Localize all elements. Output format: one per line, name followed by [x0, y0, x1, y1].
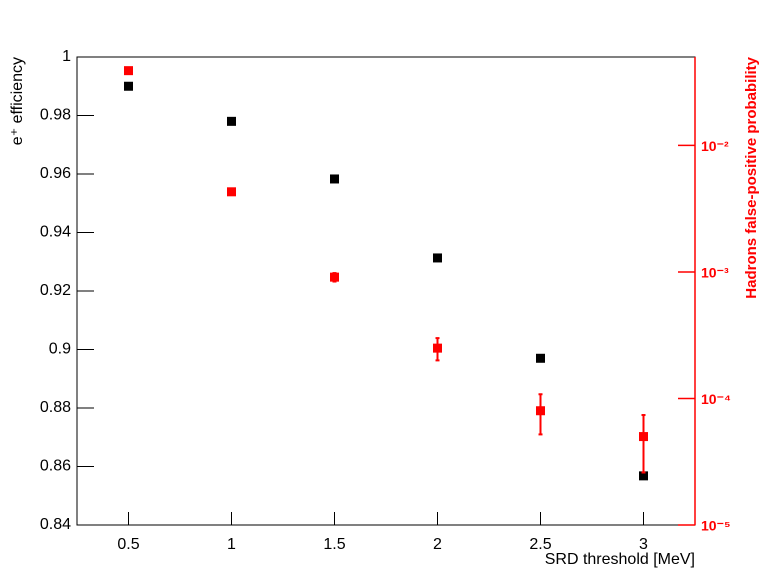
plot-frame [76, 56, 696, 526]
point [433, 343, 442, 353]
x-tick-label: 2 [433, 536, 442, 553]
error-bar [641, 414, 646, 474]
y2-axis-title: Hadrons false-positive probability [743, 56, 760, 298]
x-tick-label: 1.5 [323, 536, 345, 553]
point [227, 187, 236, 197]
y-axis-title: e⁺ efficiency [9, 57, 26, 145]
x-axis-title: SRD threshold [MeV] [545, 551, 695, 568]
point [639, 432, 648, 442]
point [536, 353, 545, 363]
y2-tick-label: 10⁻³ [701, 265, 729, 281]
x-tick-label: 1 [227, 536, 236, 553]
point [124, 81, 133, 91]
y2-tick-label: 10⁻⁴ [701, 391, 731, 407]
point [639, 471, 648, 481]
y-tick-label: 0.86 [40, 458, 71, 475]
y-tick-label: 0.88 [40, 399, 71, 416]
x-tick-label: 2.5 [529, 536, 551, 553]
y-tick-label: 0.98 [40, 107, 71, 124]
point [433, 253, 442, 263]
y-tick-label: 0.92 [40, 282, 71, 299]
y2-tick-label: 10⁻⁵ [701, 518, 731, 534]
point [124, 66, 133, 76]
y-tick-label: 0.84 [40, 516, 71, 533]
point [536, 406, 545, 416]
y-tick-label: 0.94 [40, 224, 71, 241]
y-tick-label: 1 [62, 48, 71, 65]
y-tick-label: 0.9 [49, 341, 71, 358]
y2-tick-label: 10⁻² [701, 138, 729, 154]
x-tick-label: 0.5 [117, 536, 139, 553]
point [330, 272, 339, 282]
point [227, 116, 236, 126]
y-tick-label: 0.96 [40, 165, 71, 182]
point [330, 174, 339, 184]
x-tick-label: 3 [639, 536, 648, 553]
